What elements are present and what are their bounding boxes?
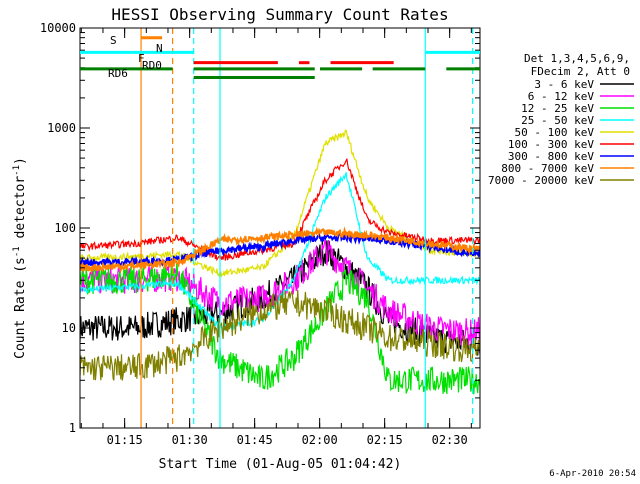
y-label-end: ) — [13, 157, 28, 165]
x-tick-label-0: 01:15 — [107, 433, 143, 447]
legend-label-3: 25 - 50 keV — [521, 114, 594, 127]
legend-label-5: 100 - 300 keV — [508, 138, 594, 151]
legend: Det 1,3,4,5,6,9,FDecim 2, Att 03 - 6 keV… — [488, 52, 634, 187]
y-label-main: Count Rate (s — [13, 257, 28, 359]
x-tick-label-5: 02:30 — [432, 433, 468, 447]
series-line-6 — [80, 232, 480, 270]
y-axis-label: Count Rate (s-1 detector-1) — [12, 157, 28, 359]
x-axis-label: Start Time (01-Aug-05 01:04:42) — [159, 457, 402, 472]
legend-label-7: 800 - 7000 keV — [501, 162, 594, 175]
flag-label-n: N — [156, 42, 163, 55]
legend-label-4: 50 - 100 keV — [515, 126, 595, 139]
legend-label-6: 300 - 800 keV — [508, 150, 594, 163]
y-tick-label-3: 1000 — [47, 121, 76, 135]
flag-label-s: S — [110, 34, 117, 47]
legend-header-1: FDecim 2, Att 0 — [531, 65, 630, 78]
y-tick-label-0: 1 — [69, 421, 76, 435]
flag-label-rd6: RD6 — [108, 67, 128, 80]
legend-label-2: 12 - 25 keV — [521, 102, 594, 115]
legend-label-0: 3 - 6 keV — [534, 78, 594, 91]
y-tick-label-4: 10000 — [40, 21, 76, 35]
legend-header-0: Det 1,3,4,5,6,9, — [524, 52, 630, 65]
legend-label-8: 7000 - 20000 keV — [488, 174, 594, 187]
x-tick-label-2: 01:45 — [237, 433, 273, 447]
x-tick-label-4: 02:15 — [367, 433, 403, 447]
axes: 1 10 100 1000 10000 01:15 01:30 01:45 02:00 02:15… — [40, 21, 481, 447]
x-tick-label-1: 01:30 — [172, 433, 208, 447]
series-line-4 — [80, 129, 480, 279]
plot-area — [80, 28, 480, 428]
y-tick-label-1: 10 — [62, 321, 76, 335]
chart-title: HESSI Observing Summary Count Rates — [111, 5, 448, 24]
y-label-sup1: -1 — [12, 246, 22, 257]
y-label-sup2: -1 — [12, 165, 22, 176]
x-tick-label-3: 02:00 — [302, 433, 338, 447]
y-label-mid: detector — [13, 176, 28, 247]
series-line-3 — [80, 172, 480, 333]
flag-label-f: F — [138, 52, 145, 65]
legend-label-1: 6 - 12 keV — [528, 90, 595, 103]
series-line-8 — [80, 289, 480, 381]
timestamp-footer: 6-Apr-2010 20:54 — [549, 469, 636, 479]
flag-label-rd0: RD0 — [142, 59, 162, 72]
y-tick-label-2: 100 — [54, 221, 76, 235]
series-line-7 — [80, 226, 480, 275]
